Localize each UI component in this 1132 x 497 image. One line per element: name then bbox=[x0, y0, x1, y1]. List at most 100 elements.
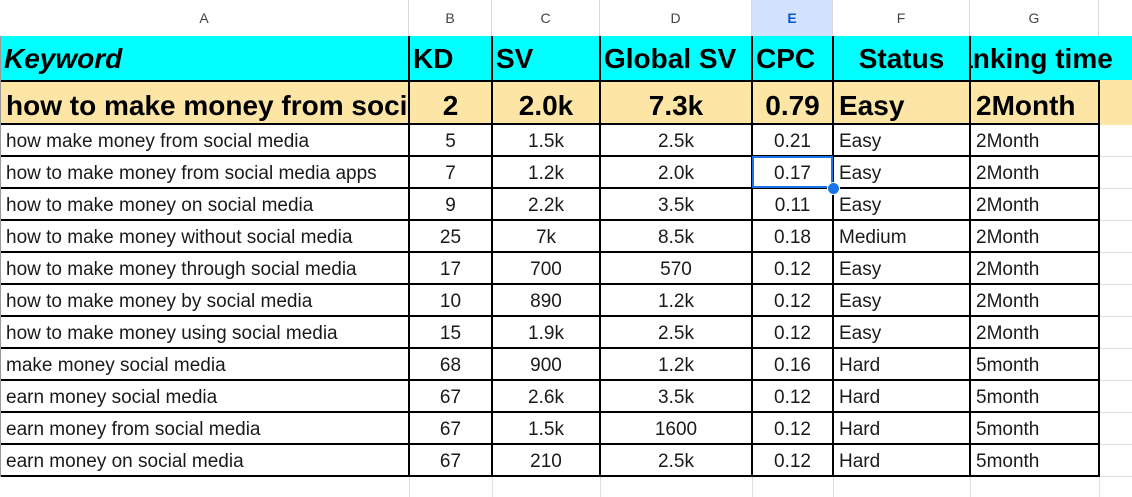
cell-keyword[interactable]: earn money social media bbox=[0, 381, 409, 413]
cell-status[interactable]: Medium bbox=[833, 221, 970, 253]
column-header-b[interactable]: B bbox=[409, 0, 492, 36]
header-keyword[interactable]: Keyword bbox=[0, 36, 409, 80]
empty-cell[interactable] bbox=[1099, 189, 1132, 221]
fill-handle[interactable] bbox=[827, 182, 840, 195]
cell-cpc[interactable]: 0.12 bbox=[752, 285, 833, 317]
cell-keyword[interactable]: how make money from social media bbox=[0, 125, 409, 157]
empty-cell[interactable] bbox=[1099, 253, 1132, 285]
cell-ranking-time[interactable]: 5month bbox=[970, 381, 1099, 413]
cell-sv[interactable]: 900 bbox=[492, 349, 600, 381]
cell-kd[interactable]: 68 bbox=[409, 349, 492, 381]
cell-global-sv[interactable]: 2.0k bbox=[600, 157, 752, 189]
cell-kd[interactable]: 10 bbox=[409, 285, 492, 317]
empty-cell[interactable] bbox=[1099, 285, 1132, 317]
column-header-e[interactable]: E bbox=[752, 0, 833, 36]
column-header-a[interactable]: A bbox=[0, 0, 409, 36]
cell-kd[interactable]: 9 bbox=[409, 189, 492, 221]
cell-keyword[interactable]: earn money on social media bbox=[0, 445, 409, 477]
cell-ranking-time[interactable]: 5month bbox=[970, 349, 1099, 381]
empty-cell[interactable] bbox=[1099, 445, 1132, 477]
cell-global-sv[interactable]: 1.2k bbox=[600, 349, 752, 381]
main-global-sv[interactable]: 7.3k bbox=[600, 80, 752, 125]
cell-global-sv[interactable]: 570 bbox=[600, 253, 752, 285]
cell-status[interactable]: Hard bbox=[833, 349, 970, 381]
cell-status[interactable]: Hard bbox=[833, 413, 970, 445]
cell-ranking-time[interactable]: 2Month bbox=[970, 317, 1099, 349]
cell-cpc[interactable]: 0.12 bbox=[752, 253, 833, 285]
cell-ranking-time[interactable]: 2Month bbox=[970, 157, 1099, 189]
cell-global-sv[interactable]: 8.5k bbox=[600, 221, 752, 253]
main-sv[interactable]: 2.0k bbox=[492, 80, 600, 125]
cell-sv[interactable]: 1.9k bbox=[492, 317, 600, 349]
header-global-sv[interactable]: Global SV bbox=[600, 36, 752, 80]
cell-status[interactable]: Easy bbox=[833, 189, 970, 221]
cell-global-sv[interactable]: 3.5k bbox=[600, 381, 752, 413]
cell-sv[interactable]: 1.2k bbox=[492, 157, 600, 189]
cell-cpc[interactable]: 0.21 bbox=[752, 125, 833, 157]
column-header-f[interactable]: F bbox=[833, 0, 970, 36]
cell-kd[interactable]: 15 bbox=[409, 317, 492, 349]
cell-status[interactable]: Easy bbox=[833, 125, 970, 157]
cell-keyword[interactable]: how to make money from social media apps bbox=[0, 157, 409, 189]
cell-kd[interactable]: 25 bbox=[409, 221, 492, 253]
cell-global-sv[interactable]: 2.5k bbox=[600, 125, 752, 157]
cell-ranking-time[interactable]: 5month bbox=[970, 413, 1099, 445]
cell-keyword[interactable]: how to make money through social media bbox=[0, 253, 409, 285]
empty-cell[interactable] bbox=[1099, 381, 1132, 413]
cell-global-sv[interactable]: 3.5k bbox=[600, 189, 752, 221]
main-ranking-time[interactable]: 2Month bbox=[970, 80, 1099, 125]
cell-cpc[interactable]: 0.16 bbox=[752, 349, 833, 381]
cell-status[interactable]: Hard bbox=[833, 445, 970, 477]
cell-keyword[interactable]: how to make money without social media bbox=[0, 221, 409, 253]
cell-kd[interactable]: 5 bbox=[409, 125, 492, 157]
empty-cell[interactable] bbox=[1099, 157, 1132, 189]
cell-kd[interactable]: 17 bbox=[409, 253, 492, 285]
cell-global-sv[interactable]: 2.5k bbox=[600, 445, 752, 477]
empty-cell[interactable] bbox=[1099, 125, 1132, 157]
empty-cell[interactable] bbox=[1099, 317, 1132, 349]
main-keyword[interactable]: how to make money from social media bbox=[0, 80, 409, 125]
cell-cpc[interactable]: 0.12 bbox=[752, 445, 833, 477]
cell-kd[interactable]: 67 bbox=[409, 445, 492, 477]
cell-keyword[interactable]: how to make money using social media bbox=[0, 317, 409, 349]
cell-cpc[interactable]: 0.18 bbox=[752, 221, 833, 253]
cell-status[interactable]: Easy bbox=[833, 253, 970, 285]
cell-ranking-time[interactable]: 2Month bbox=[970, 253, 1099, 285]
empty-cell[interactable] bbox=[1099, 349, 1132, 381]
main-empty-cell[interactable] bbox=[1099, 80, 1132, 125]
header-ranking-time[interactable]: Ranking time bbox=[970, 36, 1132, 80]
cell-status[interactable]: Easy bbox=[833, 317, 970, 349]
cell-ranking-time[interactable]: 2Month bbox=[970, 285, 1099, 317]
cell-sv[interactable]: 2.6k bbox=[492, 381, 600, 413]
cell-ranking-time[interactable]: 2Month bbox=[970, 189, 1099, 221]
cell-global-sv[interactable]: 2.5k bbox=[600, 317, 752, 349]
empty-cell[interactable] bbox=[1099, 413, 1132, 445]
cell-sv[interactable]: 1.5k bbox=[492, 413, 600, 445]
cell-ranking-time[interactable]: 2Month bbox=[970, 125, 1099, 157]
main-kd[interactable]: 2 bbox=[409, 80, 492, 125]
column-header-g[interactable]: G bbox=[970, 0, 1099, 36]
cell-cpc[interactable]: 0.11 bbox=[752, 189, 833, 221]
cell-kd[interactable]: 7 bbox=[409, 157, 492, 189]
cell-cpc[interactable]: 0.12 bbox=[752, 317, 833, 349]
cell-keyword[interactable]: how to make money by social media bbox=[0, 285, 409, 317]
cell-status[interactable]: Easy bbox=[833, 285, 970, 317]
cell-ranking-time[interactable]: 2Month bbox=[970, 221, 1099, 253]
cell-ranking-time[interactable]: 5month bbox=[970, 445, 1099, 477]
cell-global-sv[interactable]: 1.2k bbox=[600, 285, 752, 317]
column-header-c[interactable]: C bbox=[492, 0, 600, 36]
cell-keyword[interactable]: earn money from social media bbox=[0, 413, 409, 445]
cell-cpc[interactable]: 0.12 bbox=[752, 413, 833, 445]
cell-sv[interactable]: 210 bbox=[492, 445, 600, 477]
cell-keyword[interactable]: how to make money on social media bbox=[0, 189, 409, 221]
cell-status[interactable]: Easy bbox=[833, 157, 970, 189]
header-sv[interactable]: SV bbox=[492, 36, 600, 80]
cell-sv[interactable]: 700 bbox=[492, 253, 600, 285]
main-status[interactable]: Easy bbox=[833, 80, 970, 125]
header-kd[interactable]: KD bbox=[409, 36, 492, 80]
main-cpc[interactable]: 0.79 bbox=[752, 80, 833, 125]
cell-sv[interactable]: 2.2k bbox=[492, 189, 600, 221]
cell-status[interactable]: Hard bbox=[833, 381, 970, 413]
cell-keyword[interactable]: make money social media bbox=[0, 349, 409, 381]
cell-sv[interactable]: 1.5k bbox=[492, 125, 600, 157]
